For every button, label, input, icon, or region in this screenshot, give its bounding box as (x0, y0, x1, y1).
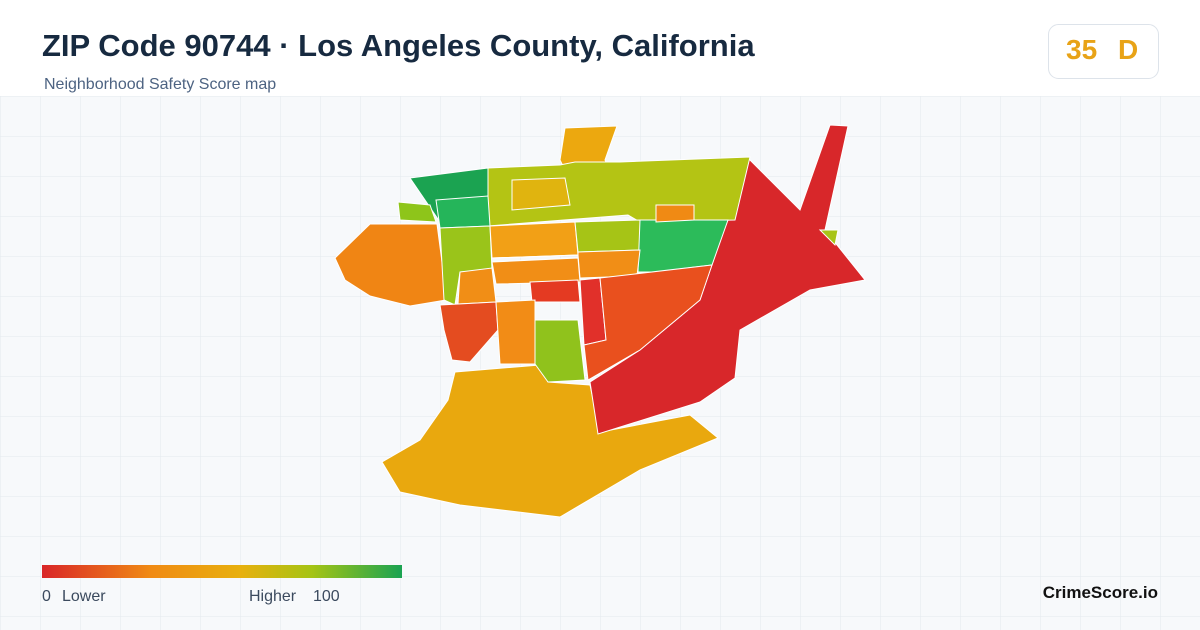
grade: D (1118, 34, 1139, 65)
region (529, 279, 581, 303)
title: ZIP Code 90744 · Los Angeles County, Cal… (42, 28, 755, 63)
region (435, 195, 491, 229)
region (495, 299, 536, 365)
region (655, 204, 695, 223)
brand: CrimeScore.io (1042, 583, 1158, 602)
region (397, 201, 437, 223)
region (511, 177, 571, 211)
region (583, 264, 713, 381)
region (489, 221, 579, 259)
region (534, 319, 586, 383)
subtitle: Neighborhood Safety Score map (44, 76, 277, 93)
legend-bar (42, 565, 402, 578)
header-bg (0, 0, 1200, 96)
region (818, 229, 839, 247)
region (457, 267, 497, 305)
legend-max-label: Higher (249, 588, 297, 605)
regions (334, 124, 866, 518)
score: 35 (1066, 34, 1098, 65)
legend-min-label: Lower (62, 588, 106, 605)
region (381, 364, 719, 518)
legend-max: 100 (313, 588, 340, 605)
region (574, 219, 641, 253)
score-badge (1048, 24, 1159, 79)
legend-min: 0 (42, 588, 51, 605)
